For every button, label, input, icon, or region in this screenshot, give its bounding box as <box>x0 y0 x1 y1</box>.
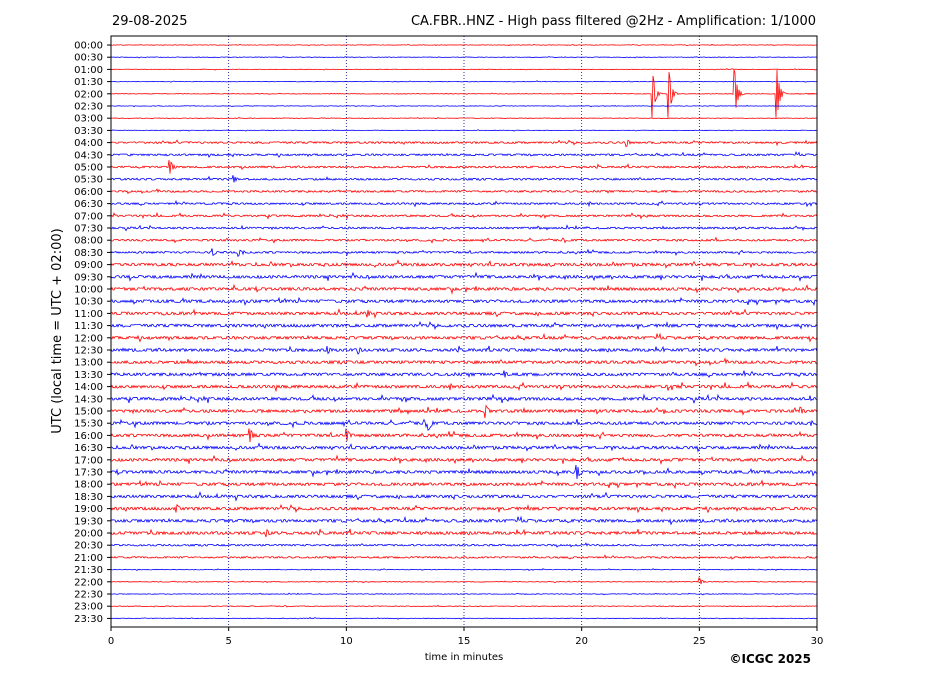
y-tick-label: 09:00 <box>74 260 103 271</box>
y-tick-label: 03:30 <box>74 126 103 137</box>
y-tick-label: 13:00 <box>74 358 103 369</box>
trace-row <box>110 454 818 465</box>
y-tick-label: 08:00 <box>74 236 103 247</box>
y-tick-label: 23:00 <box>74 602 103 613</box>
trace-row <box>110 188 818 195</box>
y-tick-label: 22:30 <box>74 590 103 601</box>
trace-row <box>110 491 818 502</box>
trace-row <box>110 554 818 560</box>
y-tick-label: 04:30 <box>74 150 103 161</box>
y-tick-label: 18:00 <box>74 480 103 491</box>
y-tick-label: 19:00 <box>74 504 103 515</box>
x-tick-label: 30 <box>811 636 824 647</box>
x-tick-label: 10 <box>340 636 353 647</box>
y-tick-label: 23:30 <box>74 614 103 625</box>
trace-row <box>110 151 818 158</box>
y-tick-label: 21:00 <box>74 553 103 564</box>
y-tick-label: 12:30 <box>74 346 103 357</box>
x-tick-label: 15 <box>458 636 471 647</box>
y-tick-label: 03:00 <box>74 114 103 125</box>
y-tick-label: 08:30 <box>74 248 103 259</box>
y-tick-label: 16:00 <box>74 431 103 442</box>
y-tick-label: 18:30 <box>74 492 103 503</box>
trace-row <box>110 357 818 367</box>
y-tick-label: 02:30 <box>74 102 103 113</box>
trace-row <box>110 542 818 548</box>
chart-title: CA.FBR..HNZ - High pass filtered @2Hz - … <box>411 14 816 29</box>
y-tick-label: 17:00 <box>74 455 103 466</box>
trace-row <box>110 381 818 393</box>
trace-row <box>110 332 818 343</box>
y-tick-label: 02:00 <box>74 89 103 100</box>
y-tick-label: 00:30 <box>74 53 103 64</box>
trace-row <box>110 308 818 319</box>
x-tick-label: 20 <box>575 636 588 647</box>
y-tick-label: 20:30 <box>74 541 103 552</box>
trace-row <box>110 528 818 538</box>
y-tick-label: 15:30 <box>74 419 103 430</box>
y-tick-label: 13:30 <box>74 370 103 381</box>
y-tick-label: 22:00 <box>74 577 103 588</box>
trace-row <box>110 503 818 514</box>
trace-row <box>110 159 818 174</box>
plot-frame <box>110 35 818 628</box>
x-tick-label: 25 <box>693 636 706 647</box>
y-tick-label: 16:30 <box>74 443 103 454</box>
y-tick-label: 01:00 <box>74 65 103 76</box>
copyright-label: ©ICGC 2025 <box>729 652 811 666</box>
trace-row <box>110 117 818 120</box>
y-tick-label: 09:30 <box>74 272 103 283</box>
trace-row <box>110 345 818 355</box>
y-tick-label: 07:00 <box>74 211 103 222</box>
trace-row <box>110 577 818 585</box>
y-tick-label: 15:00 <box>74 407 103 418</box>
y-tick-label: 11:30 <box>74 321 103 332</box>
y-axis-label: UTC (local time = UTC + 02:00) <box>50 228 65 433</box>
y-tick-label: 20:00 <box>74 529 103 540</box>
trace-row <box>110 370 818 378</box>
y-tick-label: 17:30 <box>74 468 103 479</box>
y-tick-label: 04:00 <box>74 138 103 149</box>
y-tick-label: 14:00 <box>74 382 103 393</box>
trace-row <box>110 129 818 132</box>
trace-row <box>110 515 818 526</box>
y-tick-label: 05:30 <box>74 175 103 186</box>
trace-row <box>110 224 818 232</box>
y-tick-label: 00:00 <box>74 41 103 52</box>
y-tick-label: 12:00 <box>74 333 103 344</box>
trace-row <box>110 200 818 208</box>
y-tick-label: 21:30 <box>74 565 103 576</box>
trace-row <box>110 442 818 453</box>
y-tick-label: 14:30 <box>74 394 103 405</box>
grid-layer <box>228 36 700 627</box>
y-tick-label: 10:30 <box>74 297 103 308</box>
traces-layer <box>110 43 818 620</box>
y-tick-label: 01:30 <box>74 77 103 88</box>
y-tick-label: 06:30 <box>74 199 103 210</box>
y-tick-label: 05:00 <box>74 163 103 174</box>
trace-row <box>110 393 818 404</box>
x-tick-label: 0 <box>108 636 114 647</box>
x-tick-label: 5 <box>225 636 231 647</box>
y-tick-label: 06:00 <box>74 187 103 198</box>
trace-row <box>110 175 818 183</box>
y-tick-label: 10:00 <box>74 285 103 296</box>
trace-row <box>110 568 818 572</box>
y-tick-label: 11:00 <box>74 309 103 320</box>
y-tick-label: 19:30 <box>74 516 103 527</box>
x-axis-label: time in minutes <box>425 652 504 663</box>
date-label: 29-08-2025 <box>112 14 188 29</box>
trace-row <box>110 320 818 331</box>
y-tick-label: 07:30 <box>74 224 103 235</box>
